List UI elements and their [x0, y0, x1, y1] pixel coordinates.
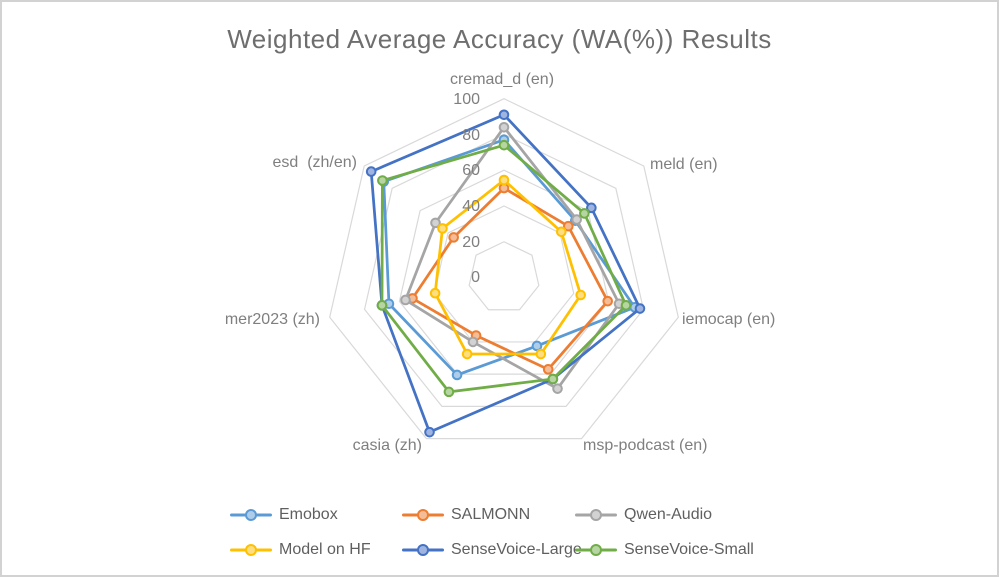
series-line-SenseVoice-Small	[380, 143, 628, 394]
series-marker-SALMONN-msp-podcast (en)	[542, 364, 554, 375]
legend-swatch	[402, 509, 444, 522]
legend-marker-icon	[245, 544, 257, 556]
legend-item-salmonn: SALMONN	[402, 503, 575, 527]
axis-label-iemocap: iemocap (en)	[682, 311, 776, 328]
series-line-Qwen-Audio	[404, 125, 621, 391]
series-marker-Emobox-msp-podcast (en)	[531, 340, 543, 352]
series-marker-Model on HF-esd (zh/en)	[437, 223, 448, 234]
radial-tick-80: 80	[462, 127, 480, 144]
series-marker-SALMONN-esd (zh/en)	[448, 232, 459, 243]
legend-item-sensevoice-small: SenseVoice-Small	[575, 538, 754, 562]
radial-tick-40: 40	[462, 198, 480, 215]
legend-label: Qwen-Audio	[624, 506, 713, 523]
axis-label-msp-podcast: msp-podcast (en)	[583, 437, 708, 454]
series-marker-SenseVoice-Small-mer2023 (zh)	[376, 300, 388, 311]
axis-label-casia: casia (zh)	[352, 437, 422, 454]
series-marker-Qwen-Audio-msp-podcast (en)	[552, 383, 563, 394]
series-marker-Model on HF-mer2023 (zh)	[429, 287, 441, 299]
series-line-Model on HF	[433, 178, 583, 356]
series-marker-SenseVoice-Small-casia (zh)	[443, 386, 455, 398]
series-marker-SenseVoice-Small-esd (zh/en)	[377, 175, 388, 186]
series-marker-SenseVoice-Large-cremad_d (en)	[498, 109, 510, 121]
series-marker-SenseVoice-Small-msp-podcast (en)	[547, 373, 559, 385]
legend-swatch	[575, 544, 617, 557]
series-marker-SenseVoice-Small-cremad_d (en)	[498, 139, 510, 151]
legend-swatch	[575, 509, 617, 522]
legend-item-qwen-audio: Qwen-Audio	[575, 503, 754, 527]
series-marker-Emobox-casia (zh)	[451, 369, 463, 381]
grid-ring-40	[433, 205, 575, 343]
grid-ring-80	[363, 133, 645, 407]
legend-marker-icon	[417, 509, 429, 521]
series-marker-Model on HF-msp-podcast (en)	[535, 348, 547, 360]
series-line-SALMONN	[411, 186, 610, 371]
series-marker-SenseVoice-Large-iemocap (en)	[634, 303, 646, 314]
series-marker-Model on HF-meld (en)	[556, 226, 567, 238]
legend-label: Emobox	[279, 506, 338, 523]
legend-label: SALMONN	[451, 506, 531, 523]
series-marker-SenseVoice-Large-meld (en)	[586, 202, 597, 214]
series-marker-SALMONN-meld (en)	[563, 220, 574, 232]
legend-label: SenseVoice-Large	[451, 541, 582, 558]
series-marker-Qwen-Audio-esd (zh/en)	[430, 217, 441, 229]
legend-marker-icon	[590, 544, 602, 556]
legend-marker-icon	[245, 509, 257, 521]
series-line-SenseVoice-Large	[369, 113, 642, 434]
radial-tick-60: 60	[462, 162, 480, 179]
legend-label: SenseVoice-Small	[624, 541, 754, 558]
radial-tick-0: 0	[471, 269, 480, 286]
series-marker-Model on HF-casia (zh)	[461, 348, 473, 360]
series-marker-SenseVoice-Large-casia (zh)	[424, 426, 435, 438]
axis-label-esd: esd (zh/en)	[272, 154, 357, 171]
series-marker-SALMONN-iemocap (en)	[602, 295, 614, 307]
series-marker-Qwen-Audio-casia (zh)	[467, 336, 479, 348]
legend-item-model-on-hf: Model on HF	[230, 538, 402, 562]
legend-item-sensevoice-large: SenseVoice-Large	[402, 538, 582, 562]
radial-tick-100: 100	[453, 91, 480, 108]
series-marker-Qwen-Audio-mer2023 (zh)	[400, 294, 411, 306]
series-marker-Qwen-Audio-cremad_d (en)	[498, 122, 510, 133]
grid-ring-100	[329, 98, 679, 440]
axis-label-mer2023: mer2023 (zh)	[224, 311, 320, 328]
series-marker-SenseVoice-Small-meld (en)	[579, 208, 590, 219]
legend-swatch	[402, 544, 444, 557]
series-marker-Model on HF-cremad_d (en)	[498, 174, 510, 186]
axis-label-meld: meld (en)	[650, 156, 718, 173]
grid-ring-20	[468, 241, 540, 311]
axis-label-cremad-d: cremad_d (en)	[449, 71, 555, 88]
series-marker-Qwen-Audio-meld (en)	[571, 214, 582, 225]
legend-swatch	[230, 544, 272, 557]
series-marker-Model on HF-iemocap (en)	[575, 289, 586, 301]
radial-tick-20: 20	[462, 234, 480, 251]
series-marker-SenseVoice-Small-iemocap (en)	[620, 300, 632, 311]
legend-label: Model on HF	[279, 541, 371, 558]
chart-title: Weighted Average Accuracy (WA(%)) Result…	[227, 24, 772, 54]
legend-swatch	[230, 509, 272, 522]
legend-item-emobox: Emobox	[230, 503, 402, 527]
series-marker-SenseVoice-Large-esd (zh/en)	[365, 166, 377, 177]
legend: Emobox SALMONN Qwen-Audio Model on HF Se…	[230, 503, 754, 562]
legend-marker-icon	[417, 544, 429, 556]
legend-marker-icon	[590, 509, 602, 521]
